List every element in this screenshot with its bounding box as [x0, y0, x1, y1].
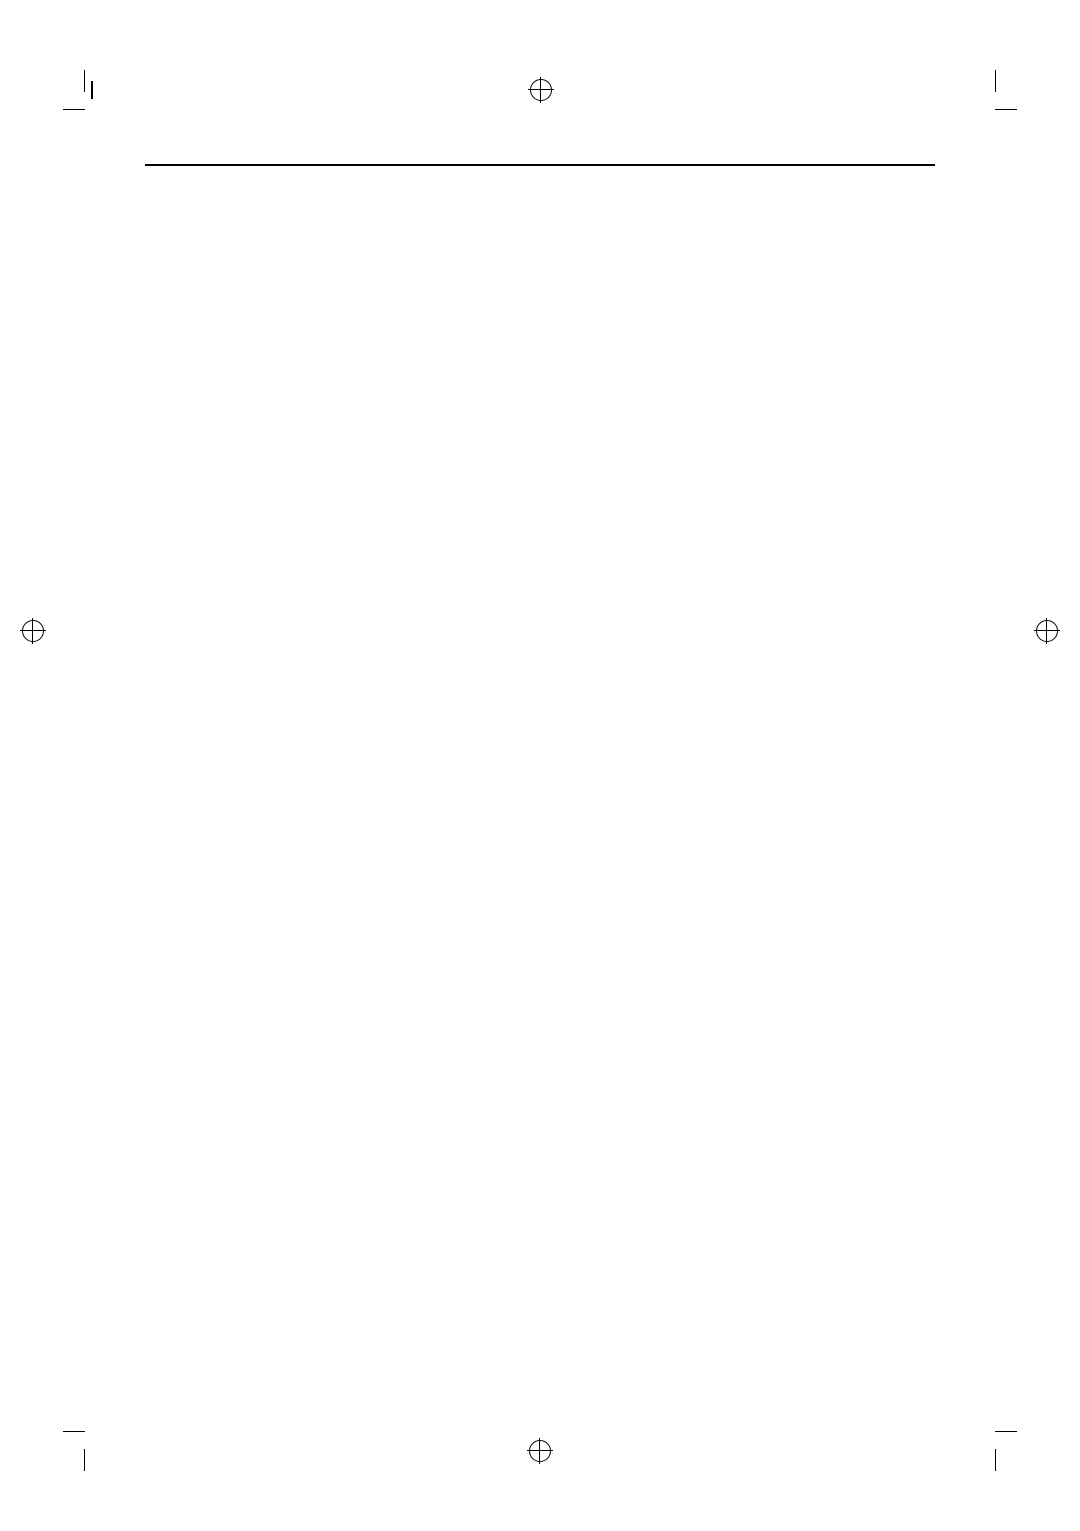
- printer-marks-bottom: [0, 1431, 1080, 1471]
- registration-mark-icon: [528, 77, 554, 103]
- crop-mark-icon: [45, 70, 85, 110]
- printer-marks-top: [0, 70, 1080, 110]
- crop-mark-icon: [995, 70, 1035, 110]
- registration-mark-icon: [527, 1438, 553, 1464]
- registration-mark-icon: [20, 618, 46, 644]
- crop-mark-icon: [45, 1431, 85, 1471]
- registration-mark-icon: [1034, 618, 1060, 644]
- page-title: [145, 160, 935, 166]
- crop-mark-icon: [995, 1431, 1035, 1471]
- page-content: [145, 160, 935, 318]
